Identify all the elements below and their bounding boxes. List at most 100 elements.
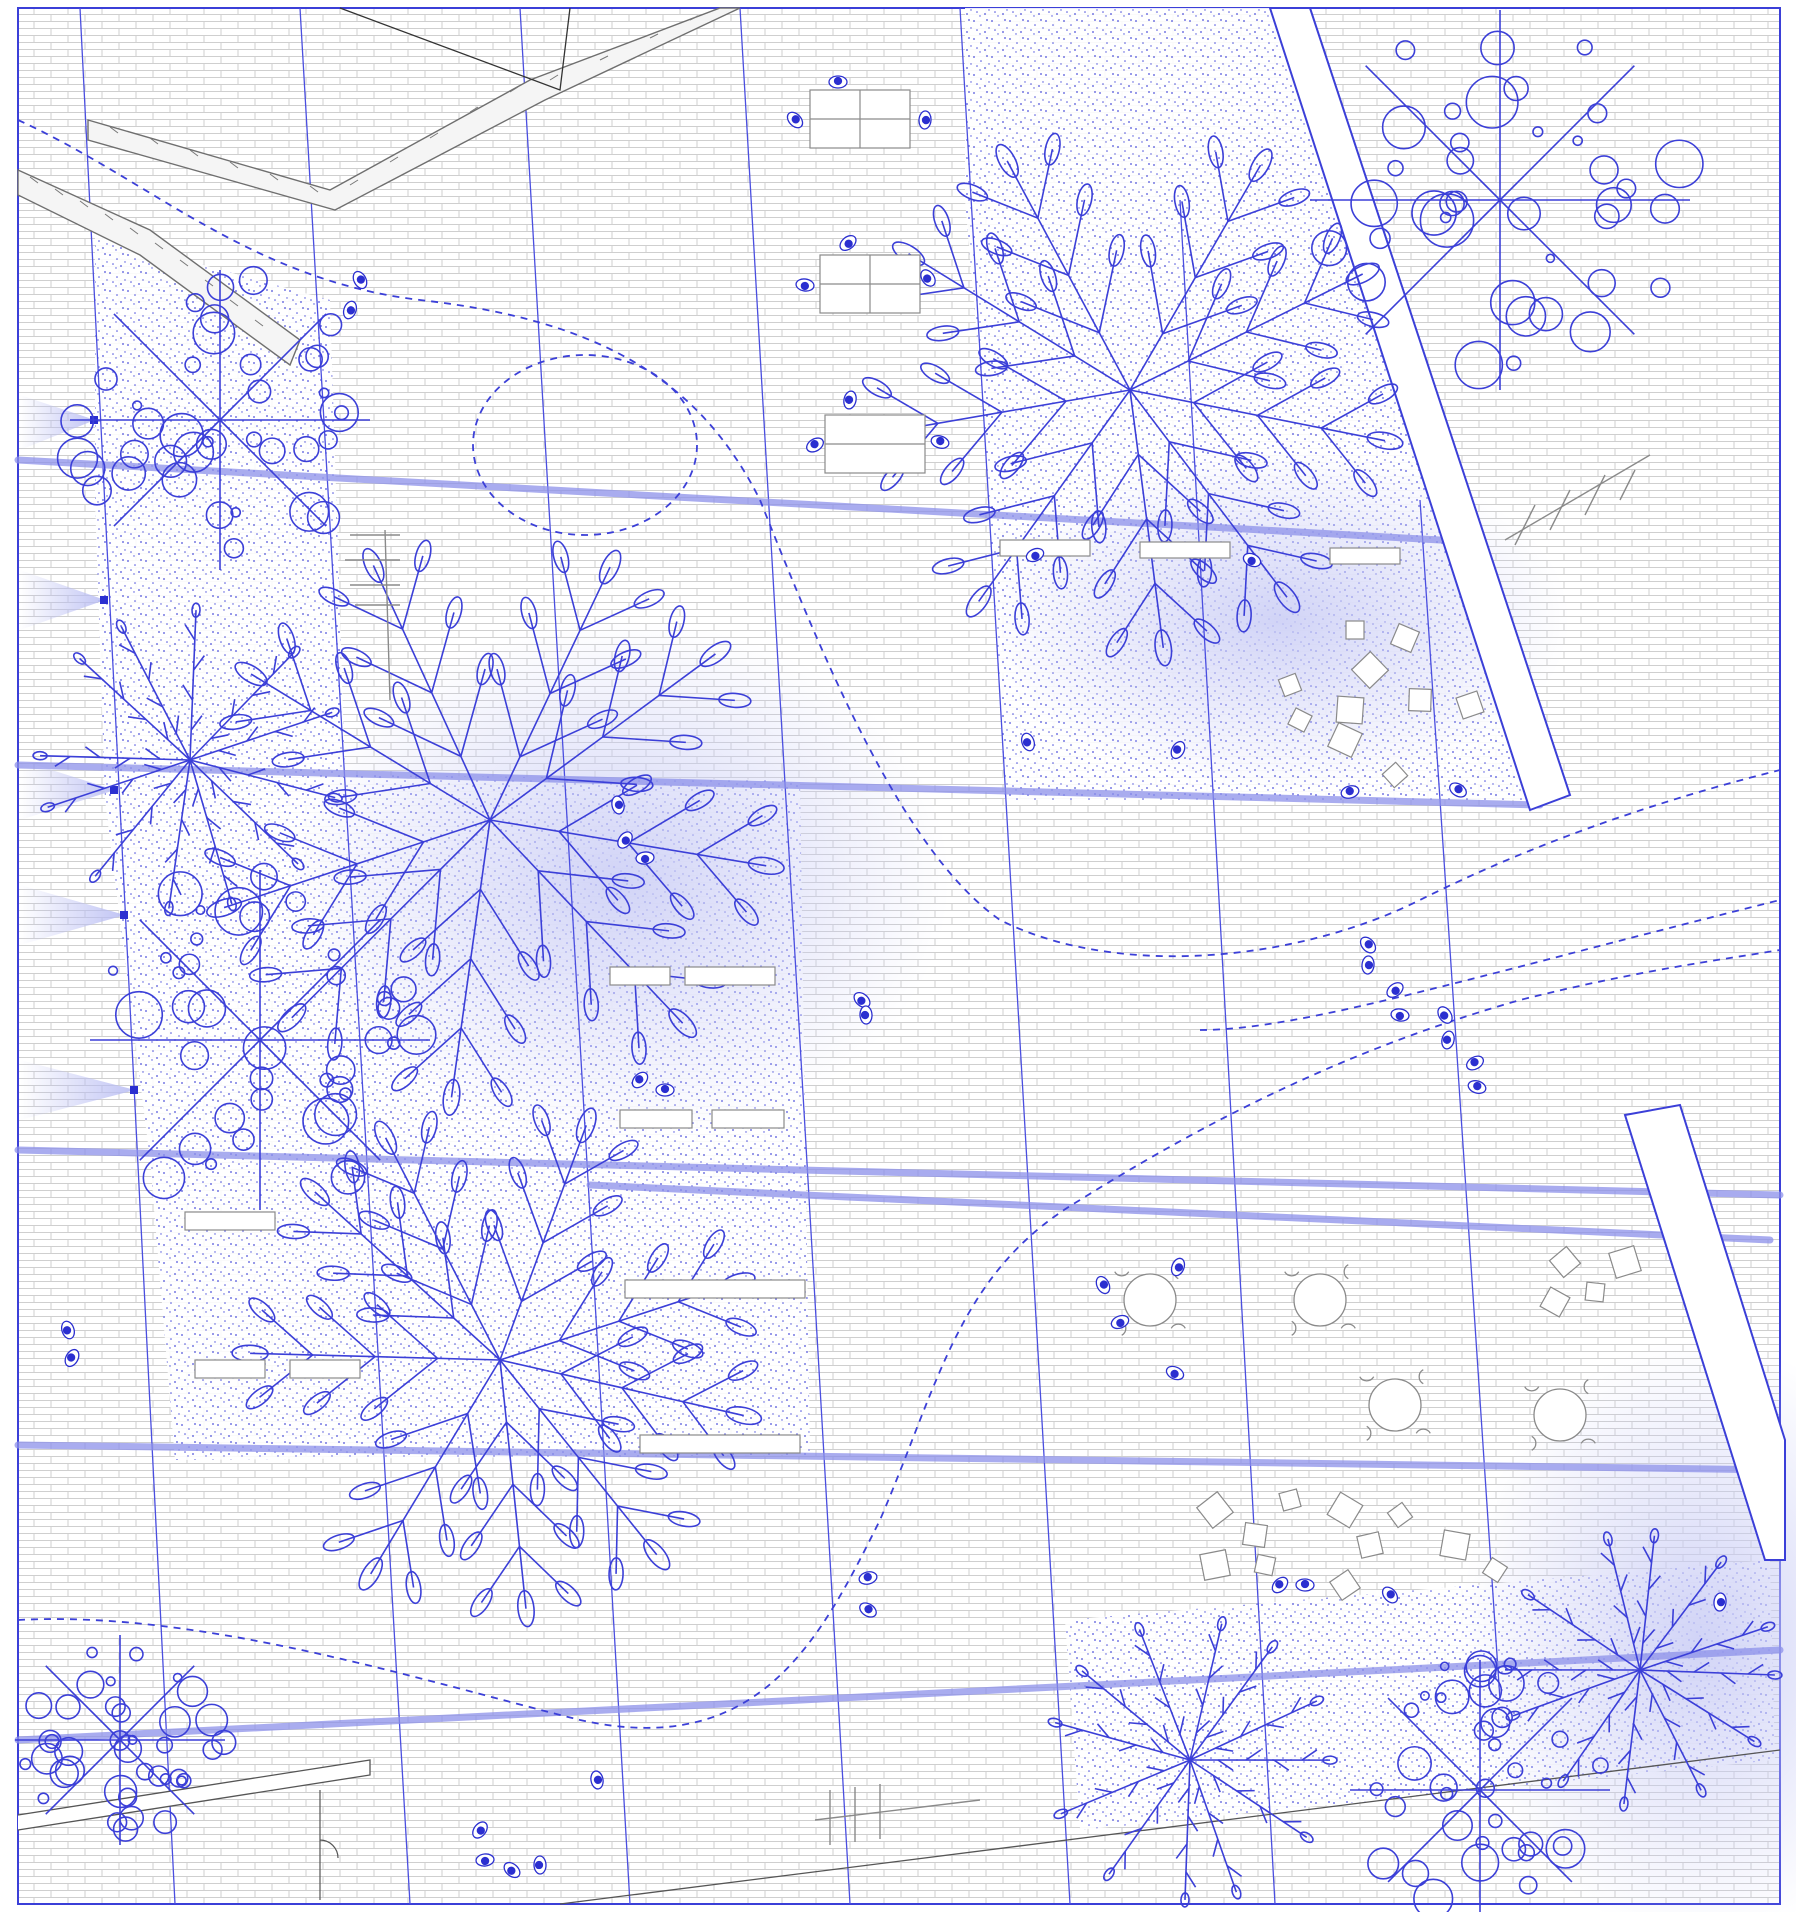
person-figure	[806, 437, 824, 453]
person-figure	[1465, 1055, 1485, 1071]
stool	[1278, 1488, 1302, 1512]
stool	[1253, 1553, 1277, 1577]
dashed-paths	[17, 119, 1781, 1729]
stool	[1386, 1501, 1414, 1529]
person-figure	[1170, 1257, 1186, 1277]
stools	[1195, 620, 1642, 1602]
stool	[1326, 721, 1364, 759]
person-figure	[1165, 1365, 1185, 1381]
wall-hatch	[29, 15, 699, 327]
tree-bubble-corner	[15, 1635, 237, 1845]
person-figure	[352, 270, 368, 290]
retaining-walls	[17, 7, 741, 367]
stool	[1381, 761, 1409, 789]
tree-large-centre	[204, 539, 785, 1117]
person-figure	[1713, 1592, 1727, 1612]
person-figure	[853, 991, 871, 1009]
person-figure	[631, 1071, 649, 1089]
stool	[1455, 690, 1485, 720]
stool	[1539, 1286, 1571, 1318]
cafe-table-4	[1524, 1379, 1596, 1451]
diagonal-wall-north	[1268, 7, 1572, 812]
stool	[1328, 1568, 1362, 1602]
person-figure	[1381, 1586, 1399, 1604]
tree-twig-south	[1047, 1615, 1338, 1908]
person-figure	[918, 110, 932, 130]
person-figure	[655, 1083, 675, 1097]
person-figure	[611, 795, 625, 815]
stool	[1389, 622, 1421, 654]
person-figure	[828, 75, 848, 89]
person-figure	[1295, 1578, 1315, 1592]
stool	[1584, 1281, 1606, 1303]
stool	[1608, 1245, 1642, 1279]
person-figure	[1095, 1275, 1111, 1295]
person-figure	[590, 1770, 604, 1790]
cafe-table-2	[1284, 1264, 1356, 1336]
stool	[1548, 1245, 1582, 1279]
tree-canopies	[15, 10, 1783, 1912]
tree-bubble-southwest	[90, 862, 437, 1210]
stool	[1335, 695, 1365, 725]
stool	[1408, 688, 1432, 712]
person-figure	[1437, 1006, 1453, 1024]
person-figure	[1386, 982, 1404, 998]
person-figure	[533, 1855, 547, 1875]
person-figure	[1441, 1030, 1455, 1050]
bike-racks	[345, 454, 1651, 1845]
people-figures	[61, 75, 1727, 1879]
drainage-channels	[14, 456, 1784, 1744]
person-figure	[472, 1821, 488, 1839]
person-figure	[839, 235, 857, 251]
south-gate	[319, 1790, 339, 1900]
person-figure	[930, 435, 950, 449]
stool	[1350, 650, 1390, 690]
south-boundary-wall	[17, 1759, 371, 1831]
person-figure	[859, 1602, 877, 1618]
person-figure	[920, 269, 936, 287]
stool	[1195, 1490, 1235, 1530]
person-figure	[795, 278, 815, 292]
person-figure	[858, 1571, 878, 1585]
tree-bubble-northeast	[1310, 10, 1704, 390]
tree-bubble-west	[56, 265, 370, 570]
person-figure	[1340, 785, 1360, 799]
person-figure	[1110, 1314, 1130, 1330]
person-figure	[1361, 955, 1375, 975]
cafe-tables	[1114, 1264, 1596, 1451]
stool	[1287, 707, 1313, 733]
person-figure	[1449, 782, 1467, 798]
building-outline	[339, 7, 571, 91]
person-figure	[617, 831, 633, 849]
wall-a	[17, 168, 301, 367]
tree-bubble-south	[1350, 1650, 1610, 1912]
stool	[1481, 1556, 1509, 1584]
wall-b	[87, 7, 741, 211]
person-figure	[635, 851, 655, 865]
diagonal-wall-east	[1623, 1103, 1786, 1561]
cafe-table-3	[1359, 1369, 1431, 1441]
benches	[184, 539, 1401, 1454]
person-figure	[1025, 547, 1045, 563]
person-figure	[1467, 1080, 1487, 1094]
person-figure	[1242, 552, 1262, 568]
stool	[1356, 1531, 1384, 1559]
stool	[1345, 620, 1365, 640]
person-figure	[64, 1348, 80, 1368]
person-figure	[1271, 1576, 1289, 1594]
stool	[1326, 1491, 1364, 1529]
person-figure	[1359, 936, 1377, 954]
shade-wash-southeast	[1460, 1340, 1796, 1912]
person-figure	[843, 390, 857, 410]
tree-twig-southeast	[1497, 1527, 1783, 1812]
stool	[1277, 672, 1303, 698]
person-figure	[503, 1861, 521, 1879]
stool	[1199, 1549, 1231, 1581]
person-figure	[61, 1320, 75, 1340]
person-figure	[1170, 740, 1186, 760]
stool	[1241, 1521, 1269, 1549]
person-figure	[786, 111, 804, 129]
person-figure	[342, 300, 358, 320]
person-figure	[1020, 732, 1036, 752]
